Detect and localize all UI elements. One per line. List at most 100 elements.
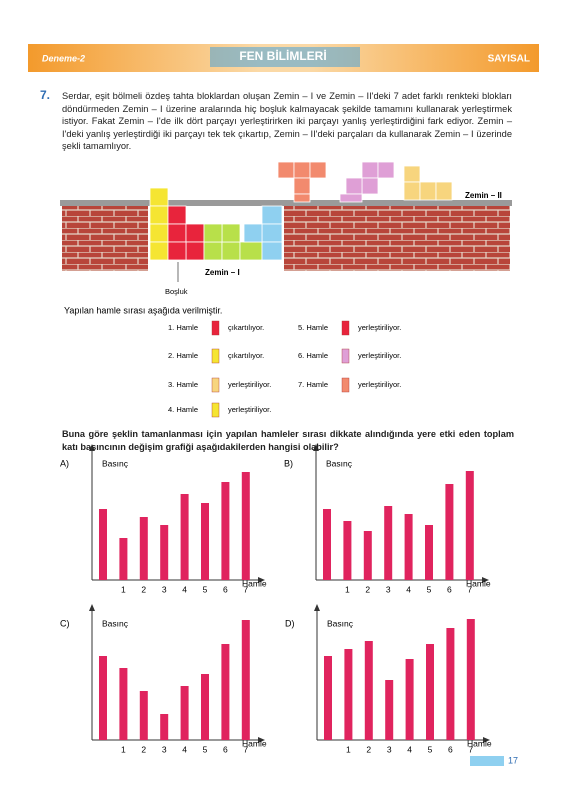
x-axis-label: Hamle bbox=[242, 738, 267, 748]
x-tick-label: 2 bbox=[141, 584, 146, 594]
bar bbox=[344, 649, 353, 740]
bar bbox=[446, 628, 455, 740]
bar bbox=[466, 619, 475, 740]
x-axis-label: Hamle bbox=[466, 578, 491, 588]
x-tick-label: 1 bbox=[345, 584, 350, 594]
bar bbox=[221, 644, 230, 740]
move-icon bbox=[341, 320, 350, 336]
bar bbox=[323, 509, 331, 580]
bar bbox=[343, 521, 352, 580]
bar bbox=[201, 503, 209, 580]
move-label: 3. Hamle bbox=[168, 380, 198, 389]
x-tick-label: 5 bbox=[428, 744, 433, 754]
move-label: 2. Hamle bbox=[168, 351, 198, 360]
x-tick-label: 7 bbox=[243, 744, 248, 754]
move-icon bbox=[211, 377, 220, 393]
bar bbox=[445, 484, 454, 580]
x-tick-label: 6 bbox=[223, 584, 228, 594]
bar bbox=[465, 471, 474, 580]
bar bbox=[160, 525, 169, 580]
x-arrow bbox=[258, 737, 265, 743]
x-arrow bbox=[483, 737, 490, 743]
header-left: Deneme-2 bbox=[42, 53, 85, 63]
x-arrow bbox=[482, 577, 489, 583]
move-action: yerleştiriliyor. bbox=[358, 380, 401, 389]
move-icon bbox=[211, 402, 220, 418]
x-arrow bbox=[258, 577, 265, 583]
x-tick-label: 5 bbox=[203, 584, 208, 594]
gap-label: Boşluk bbox=[165, 287, 188, 296]
move-action: yerleştiriliyor. bbox=[358, 323, 401, 332]
x-axis-label: Hamle bbox=[242, 578, 267, 588]
bar bbox=[241, 620, 250, 740]
bar bbox=[363, 531, 372, 580]
y-arrow bbox=[89, 444, 95, 451]
y-arrow bbox=[314, 604, 320, 611]
x-tick-label: 1 bbox=[121, 744, 126, 754]
bar bbox=[99, 509, 107, 580]
page-tab bbox=[470, 756, 504, 766]
y-arrow bbox=[89, 604, 95, 611]
x-tick-label: 5 bbox=[203, 744, 208, 754]
bar bbox=[384, 506, 393, 580]
option-letter: D) bbox=[285, 618, 295, 628]
header-title: FEN BİLİMLERİ bbox=[239, 48, 326, 63]
move-action: yerleştiriliyor. bbox=[228, 405, 271, 414]
x-tick-label: 3 bbox=[386, 584, 391, 594]
x-tick-label: 4 bbox=[407, 744, 412, 754]
ledge bbox=[60, 200, 512, 206]
y-axis-label: Basınç bbox=[102, 618, 129, 628]
x-tick-label: 6 bbox=[447, 584, 452, 594]
bar bbox=[221, 482, 230, 580]
x-tick-label: 3 bbox=[162, 584, 167, 594]
move-icon bbox=[341, 377, 350, 393]
move-action: çıkartılıyor. bbox=[228, 323, 264, 332]
move-action: yerleştiriliyor. bbox=[358, 351, 401, 360]
bar bbox=[405, 659, 414, 740]
bar bbox=[139, 517, 148, 580]
option-letter: C) bbox=[60, 618, 70, 628]
y-axis-label: Basınç bbox=[102, 458, 129, 468]
x-tick-label: 2 bbox=[366, 744, 371, 754]
zemin1-label: Zemin – I bbox=[205, 268, 240, 277]
page-number: 17 bbox=[508, 755, 518, 765]
question-text: Serdar, eşit bölmeli özdeş tahta bloklar… bbox=[62, 91, 512, 152]
x-tick-label: 2 bbox=[365, 584, 370, 594]
bar bbox=[404, 514, 413, 580]
x-tick-label: 1 bbox=[346, 744, 351, 754]
move-icon bbox=[341, 348, 350, 364]
question-prompt: Buna göre şeklin tamanlanması için yapıl… bbox=[62, 429, 514, 452]
bar bbox=[385, 680, 394, 740]
bar bbox=[139, 691, 148, 740]
bar bbox=[425, 525, 433, 580]
move-label: 5. Hamle bbox=[298, 323, 328, 332]
brick-wall bbox=[62, 205, 510, 271]
x-tick-label: 3 bbox=[387, 744, 392, 754]
bar bbox=[426, 644, 434, 740]
option-letter: A) bbox=[60, 458, 69, 468]
bar bbox=[324, 656, 332, 740]
x-tick-label: 4 bbox=[182, 744, 187, 754]
x-tick-label: 6 bbox=[448, 744, 453, 754]
x-tick-label: 7 bbox=[468, 744, 473, 754]
bar bbox=[180, 494, 189, 580]
placed-blocks bbox=[149, 187, 283, 261]
x-tick-label: 2 bbox=[141, 744, 146, 754]
x-tick-label: 4 bbox=[406, 584, 411, 594]
zemin2-label: Zemin – II bbox=[465, 191, 502, 200]
move-label: 6. Hamle bbox=[298, 351, 328, 360]
move-label: 4. Hamle bbox=[168, 405, 198, 414]
bar bbox=[241, 472, 250, 580]
x-axis-label: Hamle bbox=[467, 738, 492, 748]
bar bbox=[119, 668, 128, 740]
move-label: 7. Hamle bbox=[298, 380, 328, 389]
x-tick-label: 3 bbox=[162, 744, 167, 754]
bar bbox=[201, 674, 209, 740]
option-letter: B) bbox=[284, 458, 293, 468]
x-tick-label: 1 bbox=[121, 584, 126, 594]
zemin1-tag bbox=[190, 264, 280, 280]
move-icon bbox=[211, 320, 220, 336]
bar bbox=[160, 714, 169, 740]
question-number: 7. bbox=[40, 88, 50, 102]
